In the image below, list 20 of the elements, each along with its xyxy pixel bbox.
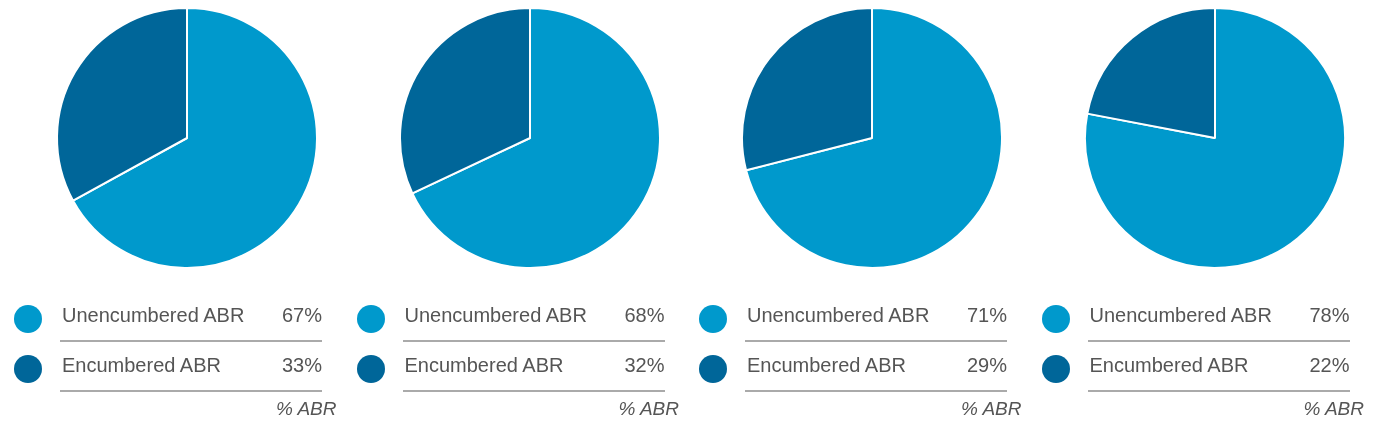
legend-label: Encumbered ABR bbox=[1089, 354, 1249, 377]
text: % ABR bbox=[275, 398, 337, 420]
text: % ABR bbox=[618, 398, 679, 420]
data-label: 22% bbox=[1309, 354, 1350, 377]
data-label: 32% bbox=[624, 354, 665, 377]
data-label: 68% bbox=[624, 304, 665, 327]
legend-label: Encumbered ABR bbox=[62, 354, 221, 377]
legend-label: Encumbered ABR bbox=[747, 354, 906, 377]
legend-label: Unencumbered ABR bbox=[747, 304, 930, 327]
text: % ABR bbox=[1303, 398, 1364, 420]
data-label: 33% bbox=[281, 354, 322, 377]
text: % ABR bbox=[960, 398, 1022, 420]
data-label: 67% bbox=[281, 304, 322, 327]
legend-label: Encumbered ABR bbox=[404, 354, 564, 377]
data-label: 78% bbox=[1309, 304, 1350, 327]
data-label: 29% bbox=[966, 354, 1007, 377]
legend-label: Unencumbered ABR bbox=[404, 304, 587, 327]
data-label: 71% bbox=[966, 304, 1007, 327]
legend-label: Unencumbered ABR bbox=[1089, 304, 1272, 327]
legend-label: Unencumbered ABR bbox=[62, 304, 245, 327]
